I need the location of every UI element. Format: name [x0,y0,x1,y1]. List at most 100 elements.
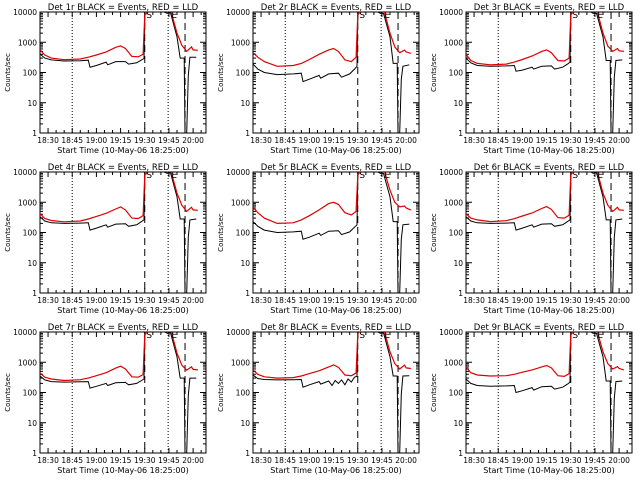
lld-series-line [253,172,412,225]
y-tick-label: 10 [240,99,250,108]
y-tick-label: 1 [458,129,463,138]
x-axis-label: Start Time (10-May-06 18:25:00) [483,466,614,475]
saa-marker: E [171,11,177,21]
panel-7: Det 7r BLACK = Events, RED = LLD 1 10 100 10… [4,323,207,475]
x-tick-label: 19:15 [323,456,345,465]
x-tick-label: 19:45 [371,136,393,145]
plot-frame [252,11,420,134]
x-tick-label: 18:45 [274,456,296,465]
x-tick-label: 18:45 [274,136,296,145]
y-tick-label: 10 [453,419,463,428]
x-tick-label: 18:45 [487,456,509,465]
x-axis-label: Start Time (10-May-06 18:25:00) [483,306,614,315]
lld-series-line [466,12,624,66]
x-tick-label: 19:00 [86,296,108,305]
lld-series-line [40,12,198,61]
saa-marker: S [359,171,365,181]
y-tick-label: 100 [236,389,251,398]
panel-title: Det 5r BLACK = Events, RED = LLD [261,163,412,173]
plot-frame [465,11,633,134]
y-tick-label: 10000 [226,8,250,17]
saa-marker: E [597,11,603,21]
y-tick-label: 1000 [444,358,463,367]
x-tick-label: 18:30 [463,456,485,465]
y-tick-label: 10000 [439,328,463,337]
x-axis-label: Start Time (10-May-06 18:25:00) [57,146,188,155]
y-tick-label: 1 [32,289,37,298]
saa-marker: E [597,171,603,181]
y-tick-label: 10000 [13,8,37,17]
x-tick-label: 19:45 [158,296,180,305]
x-tick-label: 19:00 [512,456,534,465]
panel-5: Det 5r BLACK = Events, RED = LLD 1 10 100 10… [217,163,420,315]
y-tick-label: 100 [23,389,38,398]
x-tick-label: 18:30 [250,136,272,145]
series-group [466,172,624,293]
series-group [466,12,624,133]
x-tick-label: 20:00 [182,136,204,145]
x-tick-label: 19:30 [560,296,582,305]
y-tick-label: 10 [240,419,250,428]
plot-frame [39,331,207,454]
x-tick-label: 18:45 [487,296,509,305]
panel-title: Det 3r BLACK = Events, RED = LLD [474,3,625,13]
y-tick-label: 1000 [231,38,250,47]
x-tick-label: 19:45 [584,456,606,465]
saa-marker: S [146,11,152,21]
x-tick-label: 19:00 [512,296,534,305]
lld-series-line [253,332,411,379]
y-tick-label: 10 [27,419,37,428]
x-tick-label: 19:45 [158,456,180,465]
x-tick-label: 20:00 [395,296,417,305]
x-axis-label: Start Time (10-May-06 18:25:00) [270,146,401,155]
y-axis-label: Counts/sec [217,373,225,412]
panel-2: Det 2r BLACK = Events, RED = LLD 1 10 100 10… [217,3,420,155]
x-tick-label: 19:30 [347,296,369,305]
x-tick-label: 18:30 [463,296,485,305]
saa-marker: S [359,11,365,21]
x-tick-label: 19:15 [536,136,558,145]
y-axis-label: Counts/sec [217,213,225,252]
series-group [253,172,412,293]
y-tick-label: 100 [449,229,464,238]
saa-marker: S [359,331,365,341]
lld-series-line [253,12,412,67]
saa-marker: S [146,171,152,181]
x-tick-label: 20:00 [608,296,630,305]
y-tick-label: 100 [236,229,251,238]
series-group [40,12,198,133]
panel-title: Det 2r BLACK = Events, RED = LLD [261,3,412,13]
x-axis-label: Start Time (10-May-06 18:25:00) [483,146,614,155]
lld-series-line [40,172,198,223]
x-tick-label: 19:00 [86,456,108,465]
events-series-line [40,172,197,293]
events-series-line [40,12,197,133]
x-tick-label: 19:15 [110,296,132,305]
x-tick-label: 19:30 [134,456,156,465]
y-axis-label: Counts/sec [4,53,12,92]
x-tick-label: 18:45 [61,296,83,305]
x-tick-label: 19:15 [536,456,558,465]
events-series-line [253,172,410,293]
x-tick-label: 19:15 [323,296,345,305]
panel-6: Det 6r BLACK = Events, RED = LLD 1 10 100 10… [430,163,633,315]
series-group [40,332,198,453]
plot-frame [39,11,207,134]
panel-title: Det 9r BLACK = Events, RED = LLD [474,323,625,333]
x-tick-label: 18:45 [487,136,509,145]
saa-marker: E [171,331,177,341]
plot-frame [252,331,420,454]
x-tick-label: 19:30 [134,296,156,305]
y-tick-label: 10000 [226,168,250,177]
x-tick-label: 19:30 [560,456,582,465]
panel-9: Det 9r BLACK = Events, RED = LLD 1 10 100 10… [430,323,633,475]
lld-series-line [466,332,625,378]
x-tick-label: 19:30 [560,136,582,145]
saa-marker: E [384,11,390,21]
plot-frame [39,171,207,294]
saa-marker: E [597,331,603,341]
series-group [253,12,412,133]
y-axis-label: Counts/sec [217,53,225,92]
y-tick-label: 1000 [231,358,250,367]
